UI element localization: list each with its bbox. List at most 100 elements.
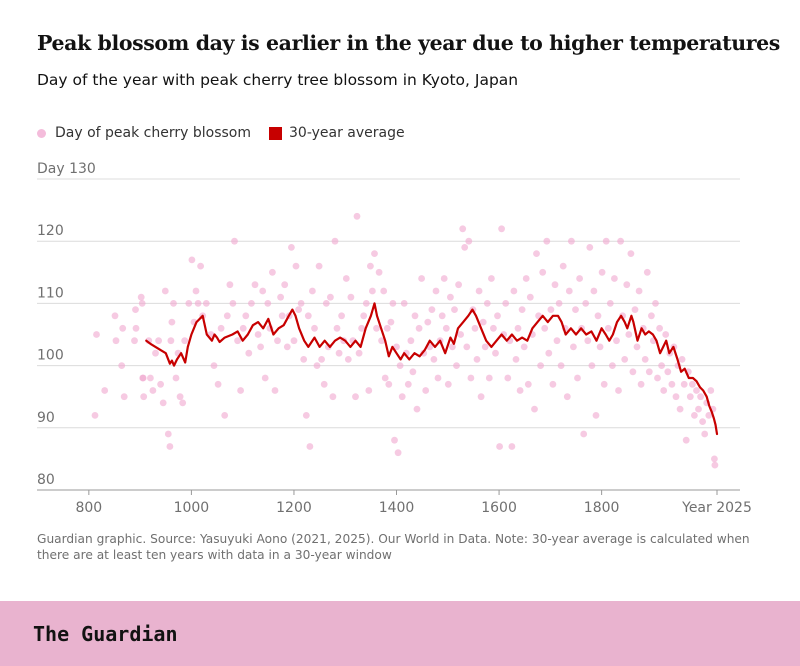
blossom-dot — [373, 324, 380, 332]
blossom-dot — [223, 312, 231, 320]
blossom-dot — [637, 380, 645, 388]
blossom-dot — [537, 362, 544, 369]
blossom-dot — [369, 287, 376, 295]
blossom-dot — [705, 412, 713, 419]
blossom-dot — [588, 362, 596, 369]
blossom-dot — [418, 275, 425, 282]
blossom-dot — [179, 399, 187, 407]
blossom-dot — [432, 287, 440, 295]
blossom-dot — [586, 244, 594, 251]
y-axis-tick-labels: Day 130 120 110 100 90 80 — [37, 161, 96, 488]
blossom-dot — [229, 300, 237, 307]
blossom-dot — [248, 300, 255, 307]
blossom-dot — [682, 436, 690, 444]
blossom-dot — [194, 300, 202, 307]
blossom-dot — [320, 380, 328, 388]
blossom-dot — [202, 300, 210, 307]
blossom-dot — [668, 380, 676, 388]
blossom-dot — [188, 256, 196, 264]
y-tick-label: 100 — [37, 348, 64, 364]
blossom-dot — [481, 343, 489, 351]
blossom-dot — [541, 324, 549, 332]
blossom-dot — [514, 324, 522, 332]
legend-label-line: 30-year average — [289, 125, 405, 141]
blossom-dot — [467, 374, 475, 382]
blossom-dot — [524, 380, 532, 388]
blossom-dot — [547, 306, 555, 313]
blossom-dot — [329, 393, 337, 401]
blossom-dot — [711, 455, 718, 463]
blossom-dot — [590, 287, 598, 295]
blossom-dot — [557, 362, 565, 369]
blossom-dot — [633, 343, 641, 351]
blossom-dot — [237, 387, 245, 394]
blossom-dot — [147, 374, 154, 382]
legend: Day of peak cherry blossom 30-year avera… — [37, 124, 405, 142]
blossom-dot — [465, 237, 473, 245]
average-line — [145, 302, 719, 436]
y-tick-label: Day 130 — [37, 161, 96, 177]
x-tick-label: 1800 — [584, 500, 620, 516]
blossom-dot — [498, 225, 505, 233]
blossom-dot — [707, 387, 715, 394]
blossom-dot — [598, 268, 606, 276]
blossom-dot — [254, 331, 262, 338]
blossom-dot — [259, 287, 267, 295]
gridlines — [37, 178, 740, 491]
blossom-dot — [572, 306, 579, 313]
blossom-dot — [111, 312, 119, 320]
blossom-dot — [508, 443, 516, 450]
x-tick-label: 1000 — [174, 500, 210, 516]
blossom-dot — [643, 268, 651, 276]
blossom-dot — [641, 356, 649, 363]
blossom-dot — [176, 393, 184, 401]
blossom-dot — [210, 362, 218, 369]
blossom-dot — [375, 268, 383, 276]
blossom-dot — [592, 412, 600, 419]
blossom-dot — [563, 393, 571, 401]
blossom-dot — [539, 268, 547, 276]
blossom-dot — [596, 343, 604, 351]
blossom-dot — [471, 324, 479, 332]
blossom-dot — [413, 405, 421, 413]
blossom-dot — [242, 312, 250, 320]
blossom-dot — [157, 380, 165, 388]
blossom-dot — [261, 374, 269, 382]
blossom-dot — [606, 300, 614, 307]
blossom-dot — [164, 430, 172, 438]
blossom-dot — [711, 461, 719, 469]
blossom-dot — [231, 237, 238, 245]
x-tick-label: 1400 — [379, 500, 415, 516]
blossom-dot — [93, 331, 100, 338]
blossom-dot — [438, 312, 446, 320]
blossom-dot — [306, 443, 314, 450]
blossom-dot — [611, 275, 618, 282]
blossom-dot — [318, 356, 325, 363]
blossom-dot — [576, 275, 583, 282]
x-axis-tick-labels: 800 1000 1200 1400 1600 1800 Year 2025 — [75, 500, 751, 516]
blossom-dot — [654, 374, 661, 382]
blossom-dot — [197, 262, 205, 270]
blossom-dot — [485, 374, 493, 382]
blossom-dot — [344, 356, 352, 363]
blossom-dot — [701, 430, 709, 438]
blossom-dot — [440, 275, 448, 282]
blossom-dot — [656, 324, 663, 332]
blossom-dot — [217, 324, 225, 332]
blossom-dot — [168, 318, 176, 326]
blossom-dot — [463, 343, 471, 351]
blossom-dot — [551, 281, 559, 289]
blossom-dot — [304, 312, 312, 320]
blossom-dot — [170, 300, 177, 307]
blossom-dot — [574, 374, 581, 382]
blossom-dot — [691, 412, 698, 419]
blossom-dot — [695, 405, 702, 413]
chart-title: Peak blossom day is earlier in the year … — [37, 31, 780, 55]
blossom-dot — [290, 337, 298, 345]
blossom-dot — [518, 306, 526, 313]
blossom-dot — [234, 337, 242, 345]
legend-line-swatch — [269, 126, 282, 140]
brand-logo-text: The Guardian — [33, 622, 178, 646]
blossom-dot — [300, 356, 308, 363]
blossom-dot — [609, 362, 616, 369]
